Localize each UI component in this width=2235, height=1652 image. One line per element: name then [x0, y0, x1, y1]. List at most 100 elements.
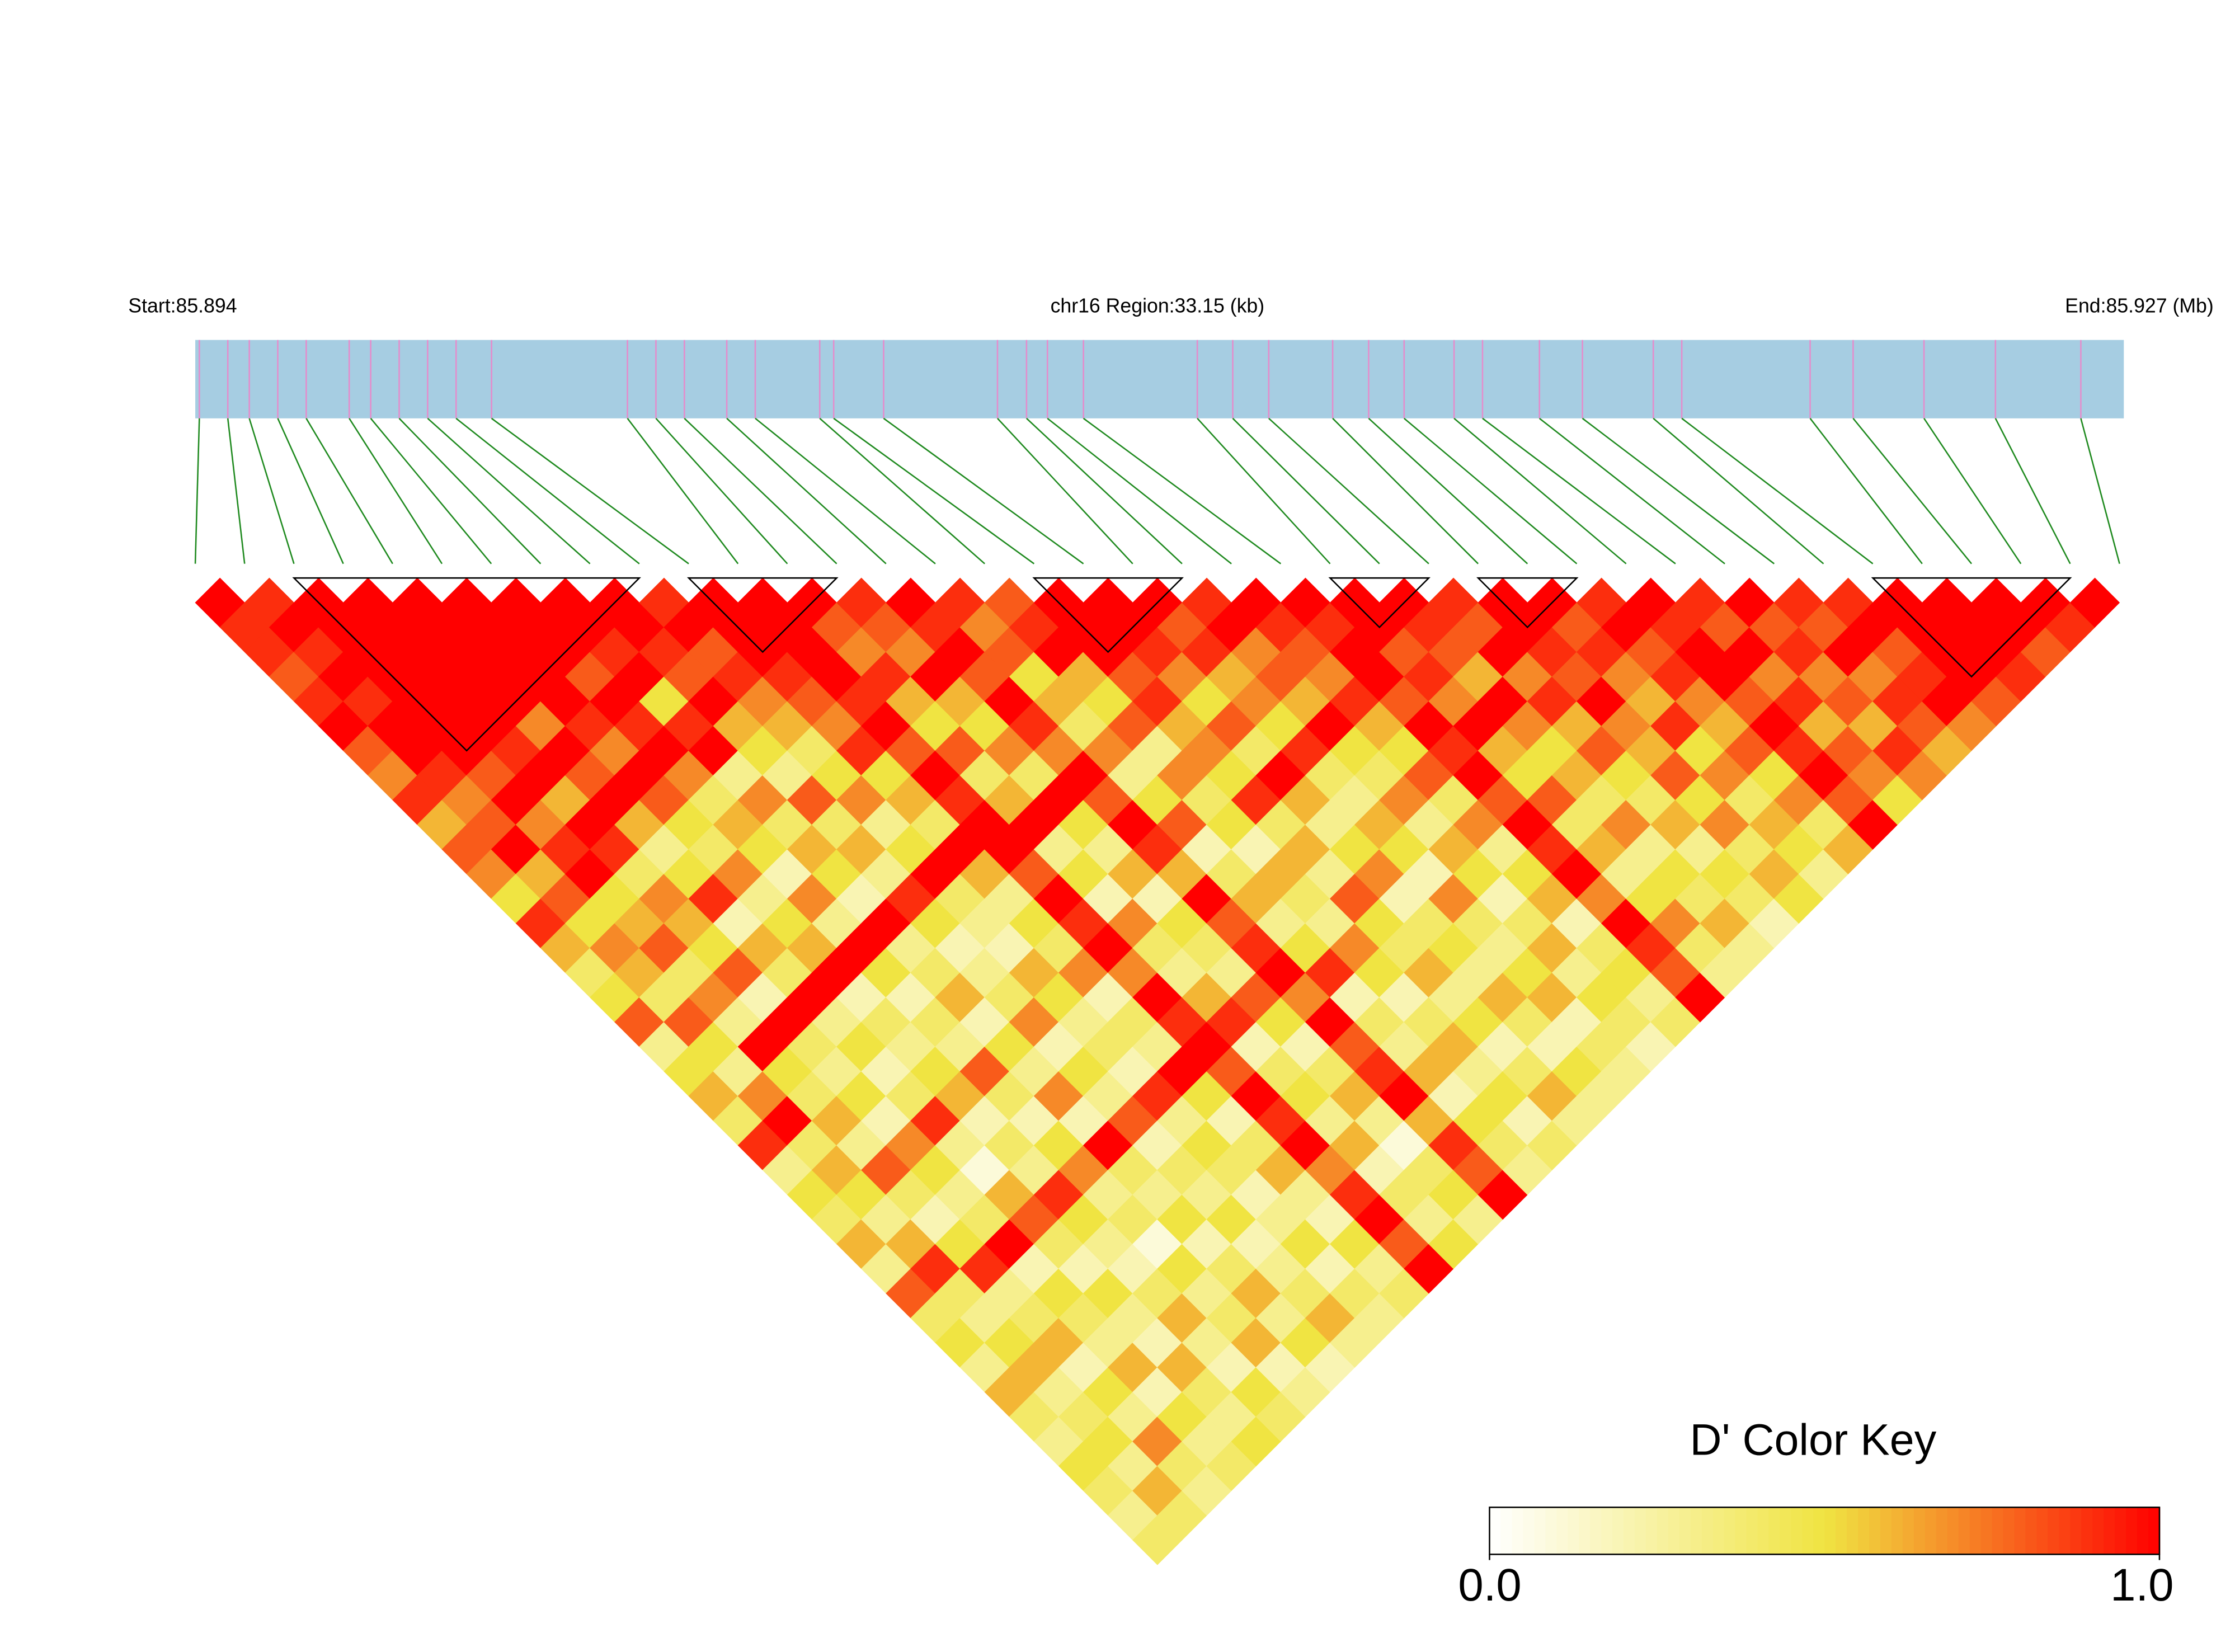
color-key-step	[1523, 1507, 1535, 1555]
color-key-step	[1969, 1507, 1982, 1555]
snp-link	[248, 418, 295, 564]
color-key-step	[1980, 1507, 1993, 1555]
snp-link	[1923, 418, 2022, 564]
ld-block	[292, 577, 641, 752]
snp-link	[1582, 417, 1775, 564]
color-key-step	[1545, 1507, 1558, 1555]
color-key-step	[2014, 1507, 2026, 1555]
color-key-step	[1913, 1507, 1926, 1555]
color-key-step	[1891, 1507, 1904, 1555]
snp-link	[1268, 417, 1429, 564]
snp-link	[370, 418, 492, 564]
color-key-step	[1746, 1507, 1758, 1555]
snp-link	[627, 418, 739, 564]
color-key-step	[1869, 1507, 1881, 1555]
snp-link	[1453, 417, 1627, 564]
color-key-step	[1568, 1507, 1580, 1555]
snp-link	[1538, 417, 1725, 564]
color-key-step	[2104, 1507, 2116, 1555]
color-key-step	[2148, 1507, 2161, 1555]
snp-link	[997, 417, 1133, 564]
snp-link	[1232, 417, 1380, 564]
snp-link	[1852, 418, 1973, 564]
color-key-step	[1780, 1507, 1792, 1555]
color-key-step	[2081, 1507, 2093, 1555]
color-key-step	[1512, 1507, 1524, 1555]
color-key-step	[1701, 1507, 1714, 1555]
region-bar	[195, 340, 2124, 418]
snp-link	[883, 417, 1084, 564]
color-key-step	[1757, 1507, 1770, 1555]
color-key-step	[2126, 1507, 2138, 1555]
color-key-step	[1813, 1507, 1825, 1555]
snp-link	[1653, 417, 1824, 564]
color-key-step	[1623, 1507, 1636, 1555]
snp-link	[1482, 417, 1676, 564]
color-key-step	[1634, 1507, 1647, 1555]
ld-block	[1871, 577, 2072, 678]
color-key-step	[1690, 1507, 1702, 1555]
snp-link	[819, 417, 986, 564]
color-key-step	[1500, 1507, 1513, 1555]
color-key-step	[2003, 1507, 2015, 1555]
color-key-step	[1992, 1507, 2004, 1555]
ld-cell	[2069, 577, 2120, 628]
snp-link	[1681, 417, 1874, 564]
ld-block	[1476, 577, 1579, 629]
color-key-step	[2048, 1507, 2060, 1555]
snp-link	[1332, 417, 1479, 564]
color-key-step	[2137, 1507, 2149, 1555]
color-key-step	[1958, 1507, 1970, 1555]
end-label: End:85.927 (Mb)	[2065, 295, 2214, 317]
color-key-step	[1590, 1507, 1602, 1555]
color-key-step	[1847, 1507, 1859, 1555]
color-key-step	[1712, 1507, 1725, 1555]
snp-link	[1026, 417, 1183, 564]
snp-link	[1809, 418, 1923, 564]
color-key-step	[1936, 1507, 1949, 1555]
color-key-step	[2092, 1507, 2105, 1555]
color-key-step	[1489, 1507, 1502, 1555]
color-key-frame	[1489, 1507, 2161, 1555]
color-key-step	[1645, 1507, 1658, 1555]
snp-link	[726, 417, 887, 564]
color-key-step	[2059, 1507, 2071, 1555]
color-key-step	[1724, 1507, 1736, 1555]
color-key-step	[1858, 1507, 1870, 1555]
color-key-step	[1802, 1507, 1814, 1555]
color-key-step	[1791, 1507, 1803, 1555]
color-key-step	[2115, 1507, 2127, 1555]
color-key-step	[1657, 1507, 1669, 1555]
color-key-step	[1768, 1507, 1781, 1555]
snp-link	[349, 418, 443, 564]
snp-link	[1047, 417, 1232, 564]
color-key-step	[1612, 1507, 1625, 1555]
ld-block	[1328, 577, 1431, 629]
start-label: Start:85.894	[128, 295, 237, 317]
color-key-step	[1947, 1507, 1959, 1555]
color-key-step	[1902, 1507, 1915, 1555]
color-key-step	[1824, 1507, 1837, 1555]
color-key-step	[1679, 1507, 1692, 1555]
snp-link	[684, 417, 837, 564]
color-key-step	[1925, 1507, 1937, 1555]
snp-link	[398, 417, 542, 564]
snp-link	[1368, 417, 1528, 564]
color-key-tick-label: 1.0	[2110, 1560, 2173, 1611]
color-key-step	[1556, 1507, 1569, 1555]
color-key-step	[1735, 1507, 1747, 1555]
snp-link	[227, 418, 246, 564]
color-key-step	[1668, 1507, 1681, 1555]
color-key-step	[1880, 1507, 1893, 1555]
snp-link	[305, 418, 393, 564]
ld-block	[1032, 577, 1184, 653]
color-key-step	[2036, 1507, 2049, 1555]
color-key-step	[1601, 1507, 1613, 1555]
ld-block	[686, 577, 839, 653]
snp-link	[1197, 417, 1331, 564]
snp-link	[277, 418, 344, 564]
snp-link	[455, 417, 640, 564]
color-key-step	[1534, 1507, 1546, 1555]
snp-link	[427, 417, 591, 564]
